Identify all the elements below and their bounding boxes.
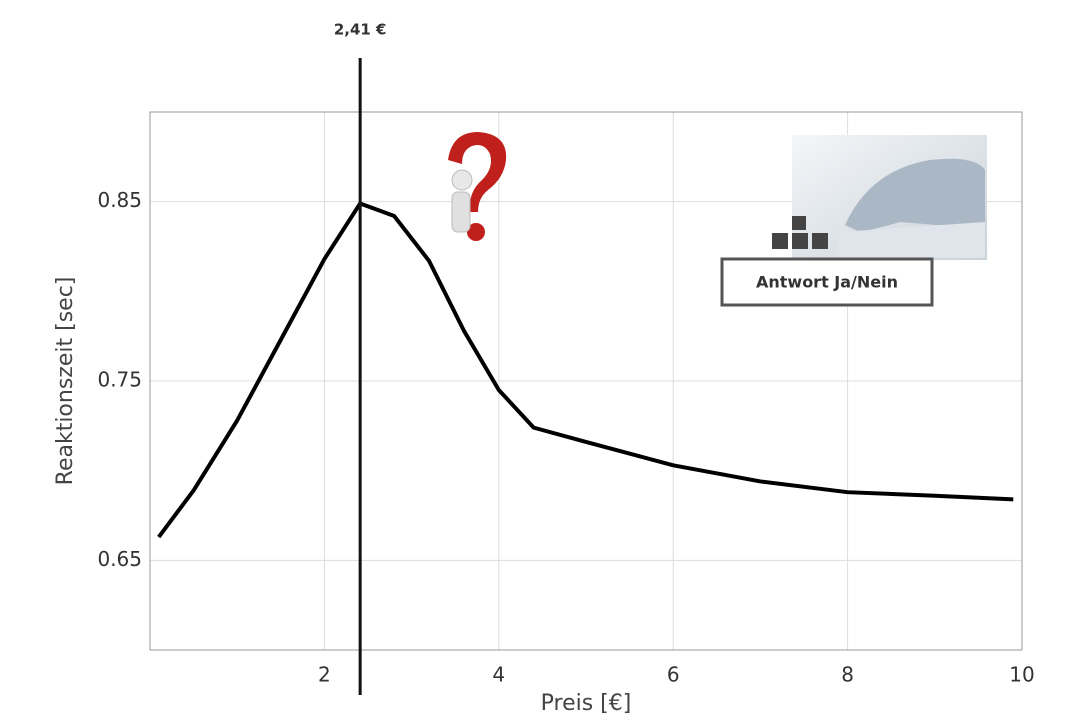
x-tick-label: 10: [1009, 663, 1034, 687]
y-axis-title: Reaktionszeit [sec]: [53, 277, 78, 486]
chart: Preis [€] Reaktionszeit [sec] Antwort Ja…: [0, 0, 1072, 721]
x-tick-label: 6: [667, 663, 680, 687]
x-axis-title: Preis [€]: [541, 691, 632, 716]
price-marker-label: 2,41 €: [334, 21, 387, 39]
y-tick-label: 0.85: [97, 188, 142, 212]
answer-label: Antwort Ja/Nein: [756, 273, 898, 292]
x-tick-label: 8: [841, 663, 854, 687]
y-tick-label: 0.65: [97, 547, 142, 571]
x-tick-label: 2: [318, 663, 331, 687]
hand-keyboard-image: [772, 135, 987, 260]
y-tick-label: 0.75: [97, 368, 142, 392]
x-tick-label: 4: [492, 663, 505, 687]
question-icon: [448, 132, 506, 241]
